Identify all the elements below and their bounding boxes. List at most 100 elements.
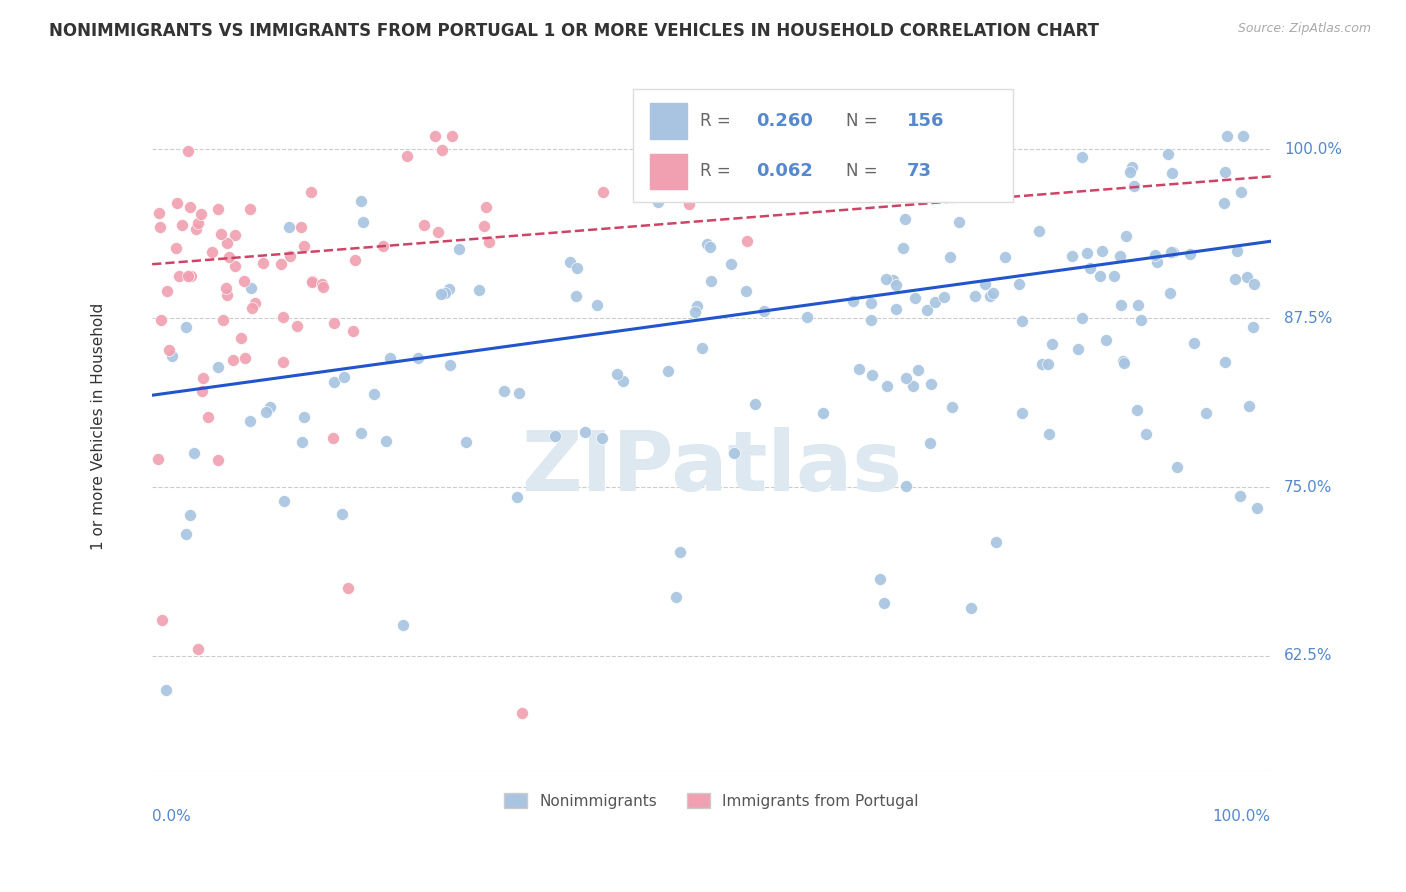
Point — [430, 286, 453, 301]
Point — [322, 430, 344, 444]
Point — [201, 245, 224, 260]
Point — [544, 429, 567, 443]
Point — [1241, 320, 1264, 334]
Point — [475, 200, 498, 214]
Point — [215, 281, 238, 295]
Point — [1115, 229, 1137, 244]
Point — [179, 508, 201, 522]
Point — [907, 363, 929, 377]
Point — [180, 268, 202, 283]
Point — [157, 343, 180, 358]
Point — [209, 227, 232, 241]
Point — [508, 386, 530, 401]
Point — [1011, 407, 1033, 421]
Point — [1102, 269, 1125, 284]
Point — [337, 581, 360, 595]
Point — [1090, 269, 1112, 284]
Point — [848, 362, 870, 376]
Point — [1146, 255, 1168, 269]
Point — [744, 397, 766, 411]
Point — [494, 384, 516, 398]
Point — [894, 479, 917, 493]
Point — [371, 239, 394, 253]
Point — [1216, 128, 1239, 143]
Point — [454, 435, 477, 450]
Point — [1070, 150, 1092, 164]
Point — [690, 341, 713, 355]
Point — [612, 374, 634, 388]
Point — [1195, 406, 1218, 420]
Point — [177, 268, 200, 283]
Point — [941, 400, 963, 414]
Point — [904, 291, 927, 305]
Point — [433, 285, 456, 300]
Point — [342, 324, 364, 338]
Point — [187, 642, 209, 657]
Point — [920, 436, 942, 450]
Point — [239, 281, 262, 295]
Point — [1095, 333, 1118, 347]
Point — [301, 275, 323, 289]
Point — [567, 260, 589, 275]
Point — [586, 297, 609, 311]
Text: 87.5%: 87.5% — [1284, 310, 1333, 326]
Point — [1038, 426, 1060, 441]
Point — [375, 434, 398, 448]
Point — [963, 289, 986, 303]
Point — [564, 288, 586, 302]
Point — [720, 257, 742, 271]
Point — [675, 146, 697, 161]
Point — [510, 706, 533, 721]
Point — [174, 319, 197, 334]
Point — [894, 212, 917, 227]
Point — [1239, 399, 1261, 413]
Point — [882, 273, 904, 287]
Text: R =: R = — [700, 112, 737, 130]
Text: 62.5%: 62.5% — [1284, 648, 1333, 664]
Point — [669, 545, 692, 559]
Point — [167, 269, 190, 284]
Point — [1213, 196, 1236, 211]
Point — [406, 351, 429, 365]
Point — [301, 274, 323, 288]
Point — [299, 185, 322, 199]
Bar — [650, 103, 686, 139]
Point — [960, 600, 983, 615]
Point — [860, 368, 883, 383]
Point — [1135, 426, 1157, 441]
Point — [1182, 336, 1205, 351]
Point — [222, 352, 245, 367]
Point — [239, 414, 262, 428]
Point — [155, 683, 177, 698]
Point — [994, 250, 1017, 264]
Point — [150, 312, 173, 326]
Text: 100.0%: 100.0% — [1213, 808, 1271, 823]
Point — [591, 431, 613, 445]
Point — [932, 290, 955, 304]
Point — [1161, 166, 1184, 180]
Point — [380, 351, 402, 366]
Point — [754, 303, 776, 318]
Point — [875, 272, 897, 286]
Point — [344, 253, 367, 268]
Point — [156, 284, 179, 298]
Point — [948, 215, 970, 229]
Point — [224, 259, 246, 273]
Point — [233, 351, 256, 366]
Point — [860, 313, 883, 327]
Point — [193, 371, 215, 385]
Point — [735, 284, 758, 298]
Point — [1028, 224, 1050, 238]
Point — [439, 282, 461, 296]
Point — [894, 371, 917, 385]
Point — [1011, 314, 1033, 328]
Point — [254, 405, 277, 419]
Point — [938, 251, 960, 265]
Point — [292, 239, 315, 253]
Point — [1062, 250, 1084, 264]
Point — [1236, 270, 1258, 285]
Point — [1109, 248, 1132, 262]
Text: 0.062: 0.062 — [756, 162, 813, 180]
Point — [391, 617, 413, 632]
Point — [239, 202, 262, 217]
